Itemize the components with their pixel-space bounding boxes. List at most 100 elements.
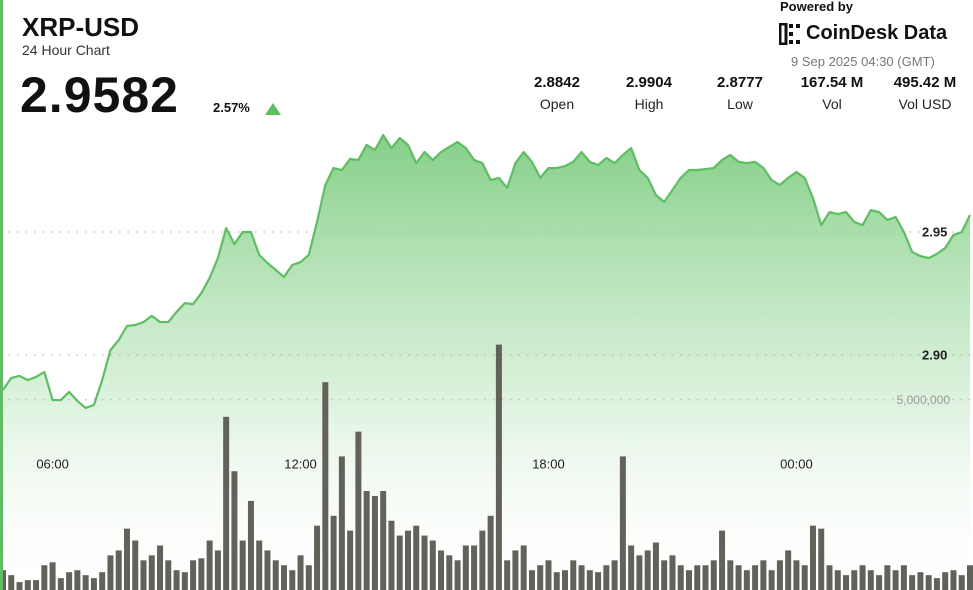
volume-bar	[760, 560, 767, 590]
brand-name: CoinDesk Data	[806, 22, 948, 44]
volume-bar	[495, 344, 502, 590]
volume-bar	[512, 550, 519, 590]
volume-bar	[603, 565, 610, 590]
volume-bar	[967, 565, 973, 590]
x-tick-label: 12:00	[284, 456, 317, 471]
volume-bar	[669, 555, 676, 590]
volume-bar	[801, 565, 808, 590]
volume-bar	[636, 555, 643, 590]
volume-bar	[661, 560, 668, 590]
volume-bar	[471, 545, 478, 590]
volume-bar	[595, 572, 602, 590]
volume-bar	[90, 578, 97, 590]
last-price: 2.9582	[20, 67, 179, 123]
volume-bar	[809, 525, 816, 590]
stat-name: Vol	[822, 96, 842, 112]
volume-bar	[206, 540, 213, 590]
volume-bar	[322, 382, 329, 590]
volume-bar	[231, 471, 238, 590]
volume-bar	[446, 555, 453, 590]
volume-bar	[41, 565, 48, 590]
volume-bar	[628, 545, 635, 590]
stat-value: 2.8777	[717, 74, 763, 91]
chart-subtitle: 24 Hour Chart	[22, 42, 110, 58]
stat-value: 167.54 M	[800, 74, 864, 91]
volume-bar	[685, 570, 692, 590]
y2-tick-label: 5,000,000	[897, 393, 951, 407]
chart-title: XRP-USD	[22, 12, 140, 42]
volume-bar	[487, 515, 494, 590]
volume-bar	[404, 530, 411, 590]
volume-bar	[247, 500, 254, 590]
volume-bar	[776, 560, 783, 590]
volume-bar	[504, 560, 511, 590]
volume-bar	[338, 456, 345, 590]
volume-bar	[933, 578, 940, 590]
volume-bar	[115, 550, 122, 590]
volume-bar	[347, 530, 354, 590]
stat: 2.9904 High	[604, 74, 694, 112]
volume-bar	[123, 528, 130, 590]
x-tick-label: 00:00	[780, 456, 813, 471]
brand-logo	[779, 23, 800, 45]
volume-bar	[272, 560, 279, 590]
volume-bar	[396, 535, 403, 590]
volume-bar	[214, 550, 221, 590]
volume-bar	[719, 530, 726, 590]
stat-name: High	[634, 96, 664, 112]
x-tick-label: 18:00	[532, 456, 565, 471]
volume-bar	[793, 560, 800, 590]
volume-bar	[743, 570, 750, 590]
volume-bar	[239, 540, 246, 590]
volume-bar	[851, 570, 858, 590]
volume-bar	[380, 491, 387, 590]
stat: 2.8842 Open	[512, 74, 602, 112]
volume-bar	[652, 542, 659, 590]
volume-bar	[107, 555, 114, 590]
volume-bar	[586, 570, 593, 590]
volume-bar	[520, 545, 527, 590]
volume-bar	[421, 535, 428, 590]
change-percent: 2.57%	[213, 100, 250, 115]
volume-bar	[925, 575, 932, 590]
y-tick-label: 2.95	[922, 224, 947, 239]
volume-bar	[173, 570, 180, 590]
volume-bar	[462, 545, 469, 590]
price-area	[3, 135, 970, 590]
volume-bar	[264, 550, 271, 590]
volume-bar	[694, 565, 701, 590]
volume-bar	[900, 565, 907, 590]
stat-name: Low	[727, 96, 753, 112]
volume-bar	[727, 560, 734, 590]
volume-bar	[66, 572, 73, 590]
volume-bar	[454, 560, 461, 590]
volume-bar	[190, 560, 197, 590]
y-tick-label: 2.90	[922, 347, 947, 362]
volume-bar	[826, 565, 833, 590]
volume-bar	[818, 528, 825, 590]
price-line	[2, 133, 971, 410]
volume-bar	[281, 565, 288, 590]
volume-bar	[644, 550, 651, 590]
volume-bar	[859, 565, 866, 590]
volume-bar	[545, 560, 552, 590]
volume-bar	[528, 570, 535, 590]
volume-bar	[785, 550, 792, 590]
volume-bar	[132, 540, 139, 590]
volume-bar	[297, 555, 304, 590]
volume-bar	[289, 570, 296, 590]
volume-bar	[256, 540, 263, 590]
volume-bar	[677, 565, 684, 590]
volume-bar	[181, 572, 188, 590]
volume-bar	[24, 580, 31, 590]
volume-bar	[355, 431, 362, 590]
stat-value: 2.9904	[626, 74, 672, 91]
volume-bar	[33, 580, 40, 590]
stat: 167.54 M Vol	[787, 74, 877, 112]
volume-bar	[371, 495, 378, 590]
volume-bar	[305, 565, 312, 590]
timestamp: 9 Sep 2025 04:30 (GMT)	[791, 54, 935, 69]
volume-bar	[570, 560, 577, 590]
